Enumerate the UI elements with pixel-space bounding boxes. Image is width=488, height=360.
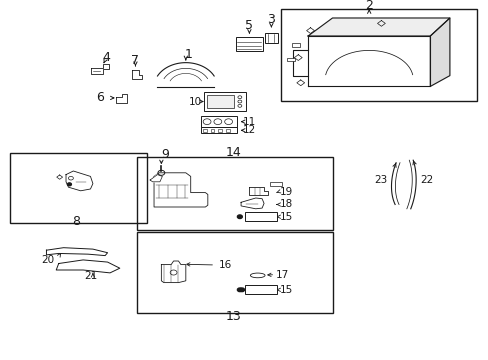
Bar	[291, 43, 299, 47]
Text: 20: 20	[41, 255, 55, 265]
Text: 14: 14	[225, 146, 241, 159]
Text: 15: 15	[280, 285, 293, 295]
Text: 16: 16	[218, 260, 231, 270]
Text: 2: 2	[365, 0, 372, 12]
Bar	[203, 129, 206, 132]
Bar	[244, 285, 276, 294]
Polygon shape	[154, 173, 207, 207]
Polygon shape	[307, 18, 449, 36]
Circle shape	[239, 288, 244, 292]
Text: 13: 13	[225, 310, 241, 323]
Bar	[281, 9, 476, 101]
Bar	[206, 95, 233, 108]
Polygon shape	[131, 70, 142, 79]
Text: 3: 3	[267, 13, 275, 26]
Bar	[10, 153, 146, 223]
Text: 5: 5	[245, 19, 253, 32]
Bar	[204, 92, 245, 111]
Bar	[137, 157, 332, 230]
Text: 1: 1	[184, 48, 192, 60]
Polygon shape	[429, 18, 449, 86]
Polygon shape	[391, 163, 399, 204]
Polygon shape	[241, 198, 264, 209]
Text: 18: 18	[280, 199, 293, 210]
Bar	[235, 37, 263, 51]
Polygon shape	[91, 64, 109, 74]
Polygon shape	[56, 260, 120, 273]
Circle shape	[237, 288, 242, 292]
Polygon shape	[46, 248, 107, 256]
Text: 17: 17	[276, 270, 289, 280]
Polygon shape	[161, 261, 185, 283]
Text: 4: 4	[102, 51, 110, 64]
Polygon shape	[406, 160, 415, 209]
Polygon shape	[307, 36, 429, 86]
Polygon shape	[150, 175, 162, 182]
Bar	[201, 116, 237, 127]
Text: 22: 22	[420, 175, 433, 185]
Text: 7: 7	[131, 54, 139, 67]
Text: 6: 6	[96, 91, 104, 104]
Circle shape	[237, 215, 242, 219]
Text: 9: 9	[161, 148, 168, 161]
Polygon shape	[157, 63, 214, 87]
Text: 21: 21	[83, 271, 97, 282]
Text: 11: 11	[243, 117, 256, 127]
Bar	[218, 129, 222, 132]
Bar	[210, 129, 214, 132]
Polygon shape	[249, 187, 267, 195]
Bar	[265, 33, 277, 43]
Bar	[286, 58, 294, 61]
Text: 23: 23	[373, 175, 386, 185]
Text: 8: 8	[72, 215, 80, 228]
Bar	[201, 127, 237, 133]
Bar	[137, 232, 332, 313]
Polygon shape	[116, 94, 126, 103]
Text: 12: 12	[243, 125, 256, 135]
Polygon shape	[66, 171, 93, 191]
Text: 15: 15	[280, 212, 293, 222]
Circle shape	[67, 183, 71, 186]
Text: 19: 19	[280, 186, 293, 197]
Bar	[244, 212, 276, 221]
Text: 10: 10	[188, 96, 201, 107]
Bar	[270, 182, 282, 186]
Bar	[225, 129, 230, 132]
Ellipse shape	[250, 273, 264, 278]
